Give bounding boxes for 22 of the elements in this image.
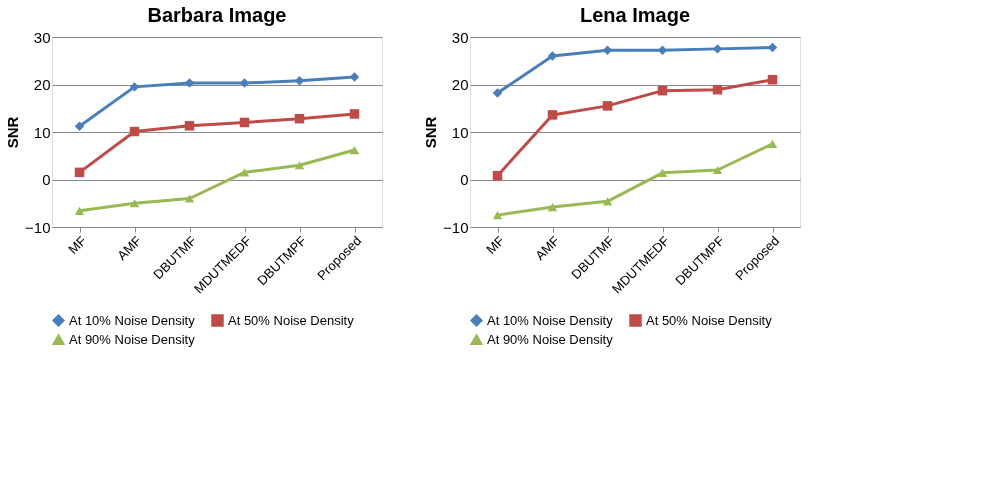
y-tick-label: 30: [451, 28, 469, 46]
y-tick-label: 0: [460, 171, 469, 188]
y-tick-label: 0: [42, 171, 51, 188]
y-tick-label: −10: [25, 218, 51, 236]
x-tick-label: MF: [65, 233, 90, 257]
y-axis-title: SNR: [4, 116, 22, 149]
chart-title: Barbara Image: [147, 4, 287, 26]
legend-label: At 50% Noise Density: [646, 312, 773, 328]
y-axis-title: SNR: [422, 116, 440, 149]
y-tick-label: 30: [33, 28, 51, 46]
y-tick-label: 10: [33, 123, 51, 141]
legend-label: At 10% Noise Density: [487, 312, 614, 328]
chart-title: Lena Image: [579, 4, 691, 26]
y-tick-label: 20: [33, 76, 51, 93]
y-tick-label: 10: [451, 123, 469, 141]
y-tick-label: 20: [451, 76, 469, 93]
legend-label: At 50% Noise Density: [228, 312, 355, 328]
legend-label: At 90% Noise Density: [69, 331, 196, 347]
legend-label: At 90% Noise Density: [487, 331, 614, 347]
y-tick-label: −10: [443, 218, 469, 236]
x-tick-label: MF: [483, 233, 508, 257]
legend-label: At 10% Noise Density: [69, 312, 196, 328]
